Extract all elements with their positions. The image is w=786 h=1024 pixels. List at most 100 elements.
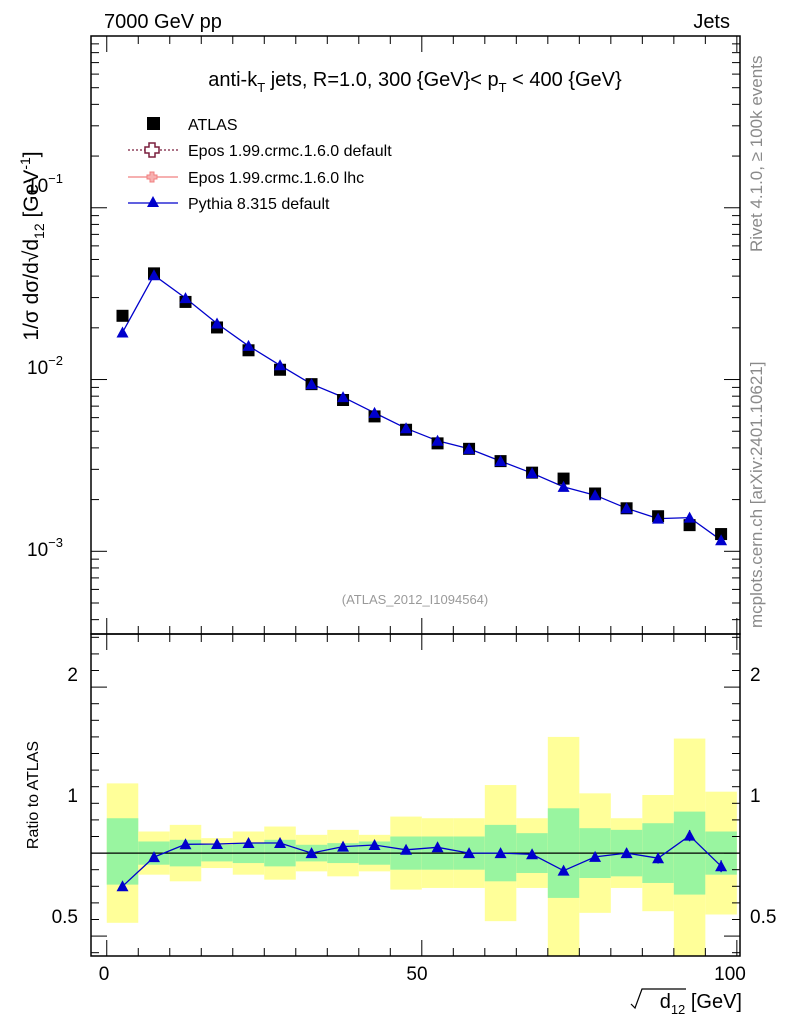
- axis-ticks: [91, 35, 740, 956]
- xlabel-root: √d: [663, 1007, 665, 1009]
- ytick-label-1e-3: 10−3: [27, 535, 63, 561]
- ratio-ytick-right-2: 2: [750, 665, 761, 686]
- xlabel-sub: 12: [671, 1002, 685, 1017]
- pythia-point: [589, 489, 602, 501]
- pythia-ratio-point: [148, 851, 161, 863]
- legend-label-epos-default: Epos 1.99.crmc.1.6.0 default: [188, 143, 392, 160]
- pythia-point: [242, 339, 255, 351]
- pythia-point: [179, 292, 192, 304]
- pythia-ratio-point: [431, 841, 444, 853]
- pythia-point: [463, 442, 476, 454]
- ytick-exp: −2: [48, 353, 63, 368]
- ytick-label-1e-2: 10−2: [27, 353, 63, 379]
- title-part-2: jets, R=1.0, 300 {GeV}< p: [265, 69, 499, 91]
- pythia-ratio-point: [368, 838, 381, 850]
- pythia-point: [368, 406, 381, 418]
- ylabel-part-3: ]: [20, 151, 43, 157]
- pythia-point: [431, 434, 444, 446]
- rivet-label: Rivet 4.1.0, ≥ 100k events: [747, 56, 766, 252]
- pythia-ratio-point: [211, 837, 224, 849]
- legend-marker-pythia: [147, 196, 159, 207]
- legend-marker-epos-default: [144, 142, 160, 158]
- ratio-y-tick-labels: 0.5 1 2 0.5 1 2: [52, 665, 777, 928]
- ytick-base: 10: [27, 358, 48, 379]
- pythia-ratio-point: [652, 852, 665, 864]
- y-axis-label: 1/σ dσ/d√d12 [GeV-1]: [17, 151, 47, 340]
- x-tick-labels: 0 50 100: [99, 964, 746, 985]
- ylabel-part-1: 1/σ dσ/d√d: [20, 239, 43, 341]
- header-right: Jets: [693, 11, 730, 33]
- xlabel-unit: [GeV]: [685, 991, 742, 1013]
- pythia-ratio-point: [526, 848, 539, 860]
- pythia-point: [337, 391, 350, 403]
- legend: ATLAS Epos 1.99.crmc.1.6.0 default Epos …: [128, 117, 392, 213]
- ytick-label-1e-1: 10−1: [27, 171, 63, 197]
- atlas-point: [715, 528, 728, 541]
- pythia-ratio-point: [494, 847, 507, 859]
- ratio-y-axis-label: Ratio to ATLAS: [25, 741, 42, 849]
- title-part-3: < 400 {GeV}: [507, 69, 622, 91]
- band-inner-0: [106, 818, 139, 885]
- ratio-plot-data: [116, 829, 728, 892]
- pythia-point: [211, 317, 224, 329]
- pythia-ratio-line: [122, 834, 722, 887]
- xtick-label-0: 0: [99, 964, 110, 985]
- pythia-ratio-point: [400, 843, 413, 855]
- x-axis-label: √dd12 [GeV]: [660, 991, 742, 1017]
- ratio-ytick-right-0.5: 0.5: [750, 907, 776, 928]
- pythia-ratio-point: [620, 847, 633, 859]
- ytick-exp: −3: [48, 535, 63, 550]
- pythia-ratio-point: [589, 850, 602, 862]
- main-plot-data: [116, 267, 728, 546]
- pythia-point: [116, 326, 129, 338]
- ratio-ytick-left-0.5: 0.5: [52, 907, 78, 928]
- pythia-point: [683, 511, 696, 523]
- pythia-ratio-point: [463, 847, 476, 859]
- pythia-point: [148, 269, 161, 281]
- xlabel-d: d: [660, 991, 671, 1013]
- ytick-base: 10: [27, 176, 48, 197]
- pythia-line: [121, 274, 722, 541]
- legend-marker-epos-lhc: [146, 171, 158, 183]
- title-sub-1: T: [257, 80, 265, 95]
- pythia-ratio-point: [242, 836, 255, 848]
- legend-marker-atlas: [147, 117, 160, 130]
- main-y-tick-labels: 10−1 10−2 10−3: [27, 171, 63, 561]
- pythia-point: [620, 502, 633, 514]
- sqrt-sign: [630, 988, 686, 1010]
- pythia-point: [305, 378, 318, 390]
- xtick-label-50: 50: [406, 964, 427, 985]
- ratio-ytick-left-2: 2: [67, 665, 78, 686]
- pythia-ratio-point: [683, 829, 696, 841]
- legend-label-epos-lhc: Epos 1.99.crmc.1.6.0 lhc: [188, 170, 364, 187]
- pythia-ratio-point: [557, 864, 570, 876]
- pythia-ratio-point: [116, 880, 129, 892]
- pythia-point: [400, 422, 413, 434]
- title-part-1: anti-k: [208, 69, 258, 91]
- pythia-point: [526, 467, 539, 479]
- pythia-point: [715, 534, 728, 546]
- pythia-ratio-point: [179, 838, 192, 850]
- mcplots-label: mcplots.cern.ch [arXiv:2401.10621]: [747, 362, 766, 628]
- pythia-ratio-point: [337, 840, 350, 852]
- analysis-id-label: (ATLAS_2012_I1094564): [342, 592, 488, 607]
- ylabel-sub: 12: [31, 223, 47, 239]
- ytick-base: 10: [27, 540, 48, 561]
- pythia-point: [274, 359, 287, 371]
- xtick-label-100: 100: [714, 964, 746, 985]
- header-left: 7000 GeV pp: [104, 11, 222, 33]
- ytick-exp: −1: [48, 171, 63, 186]
- plot-title: anti-kT jets, R=1.0, 300 {GeV}< pT < 400…: [208, 69, 622, 95]
- legend-label-pythia: Pythia 8.315 default: [188, 196, 330, 213]
- ylabel-sup: -1: [17, 157, 33, 170]
- pythia-point: [557, 480, 570, 492]
- pythia-ratio-point: [274, 836, 287, 848]
- pythia-point: [494, 455, 507, 467]
- title-sub-2: T: [499, 80, 507, 95]
- pythia-ratio-point: [305, 847, 318, 859]
- atlas-point: [116, 309, 129, 322]
- ratio-plot-frame: [90, 633, 741, 957]
- pythia-ratio-point: [715, 860, 728, 872]
- ylabel-part-2: [GeV: [20, 170, 43, 224]
